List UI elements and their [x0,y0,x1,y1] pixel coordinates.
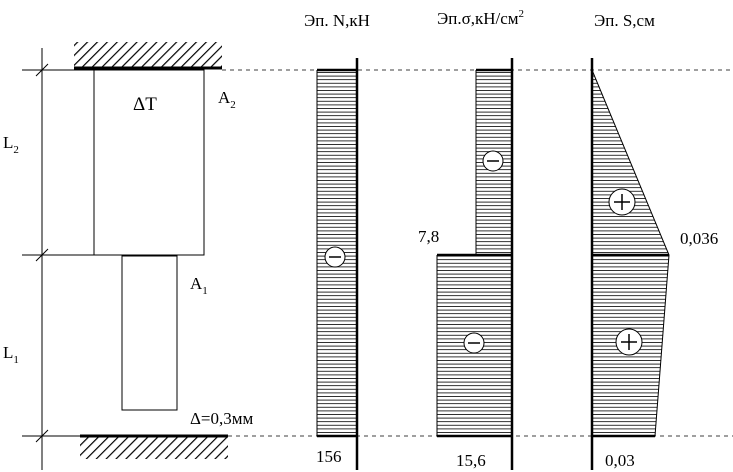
epure-n-value-bottom: 156 [316,447,342,466]
epure-s-value-bottom: 0,03 [605,451,635,470]
delta-t-label: ΔT [133,94,157,115]
epure-s-fill [592,70,669,436]
dimension-line [22,48,94,470]
minus-sign-icon [463,332,485,354]
level-lines [222,69,733,437]
minus-sign-icon [482,150,504,172]
lower-section [121,255,178,411]
epure-sigma: Эп.σ,кН/см2 7,8 15,6 [418,8,524,470]
epure-n-title: Эп. N,кН [304,11,370,30]
epure-sigma-value-mid: 7,8 [418,227,439,246]
epure-s: Эп. S,см 0,036 0,03 [590,11,718,470]
area-a1-label: A1 [190,274,208,297]
epure-n: Эп. N,кН 156 [304,11,370,470]
epure-s-title: Эп. S,см [594,11,655,30]
gap-label: Δ=0,3мм [190,409,254,428]
minus-sign-icon [324,246,346,268]
plus-sign-icon [608,188,636,216]
epure-s-value-mid: 0,036 [680,229,718,248]
upper-section [93,69,205,256]
epure-sigma-title: Эп.σ,кН/см2 [437,8,524,28]
length-l2-label: L2 [3,133,19,156]
top-support [74,42,222,70]
plus-sign-icon [615,328,643,356]
length-l1-label: L1 [3,343,19,366]
area-a2-label: A2 [218,88,236,111]
epure-sigma-value-bottom: 15,6 [456,451,486,470]
bottom-support [80,434,228,459]
